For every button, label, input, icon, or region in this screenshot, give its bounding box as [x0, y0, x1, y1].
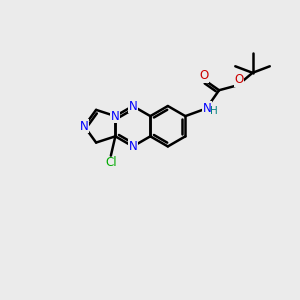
- Text: N: N: [202, 102, 211, 115]
- Text: N: N: [111, 110, 120, 123]
- Text: N: N: [128, 100, 137, 112]
- Text: N: N: [80, 120, 88, 133]
- Text: H: H: [210, 106, 218, 116]
- Text: Cl: Cl: [105, 156, 117, 169]
- Text: O: O: [235, 74, 244, 86]
- Text: O: O: [199, 69, 208, 82]
- Text: N: N: [128, 140, 137, 153]
